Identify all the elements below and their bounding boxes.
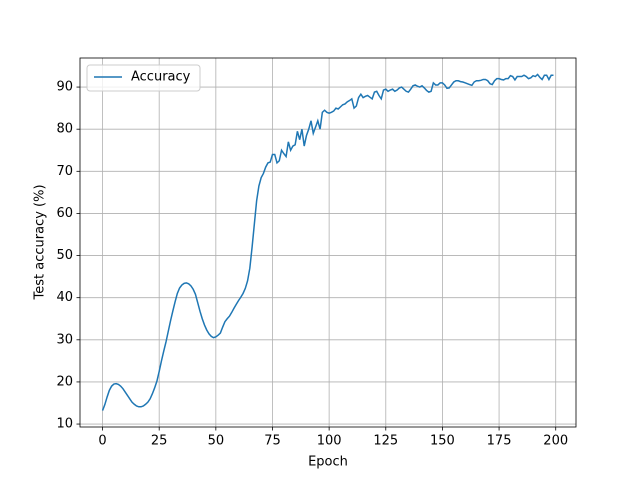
x-tick-label: 200 (543, 434, 568, 449)
legend-box (86, 64, 201, 92)
y-tick-label: 40 (56, 290, 73, 305)
x-tick-label: 25 (151, 434, 168, 449)
x-tick-label: 125 (373, 434, 398, 449)
y-tick-label: 60 (56, 206, 73, 221)
x-tick-label: 150 (430, 434, 455, 449)
x-axis-label: Epoch (308, 455, 348, 470)
legend-label: Accuracy (131, 70, 191, 85)
y-tick-label: 90 (56, 80, 73, 95)
x-tick-label: 0 (98, 434, 106, 449)
x-tick-label: 100 (317, 434, 342, 449)
y-tick-label: 10 (56, 417, 73, 432)
x-tick-label: 50 (208, 434, 225, 449)
y-tick-label: 30 (56, 332, 73, 347)
x-tick-label: 75 (264, 434, 281, 449)
axes-frame (79, 57, 577, 428)
y-tick-label: 50 (56, 248, 73, 263)
y-axis-label: Test accuracy (%) (33, 184, 48, 300)
x-tick-label: 175 (487, 434, 512, 449)
y-tick-label: 80 (56, 122, 73, 137)
data-line (101, 73, 554, 411)
y-tick-label: 20 (56, 374, 73, 389)
y-tick-label: 70 (56, 164, 73, 179)
